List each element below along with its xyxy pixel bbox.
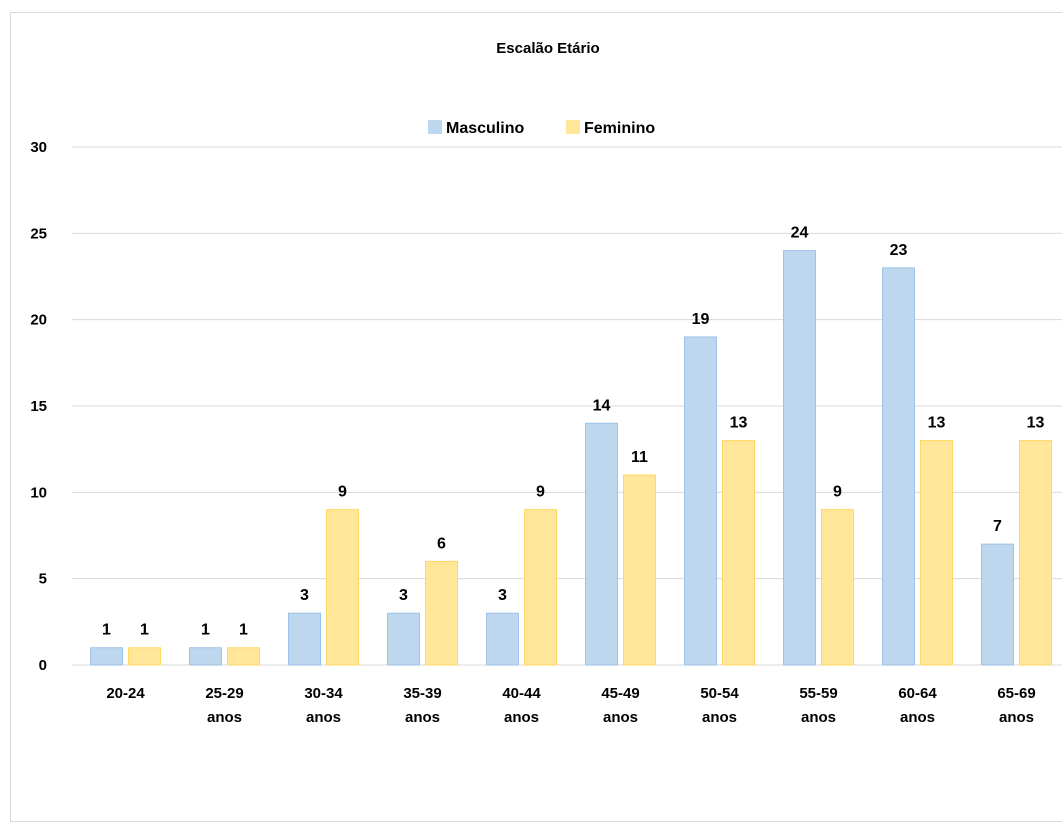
bar-feminino bbox=[722, 440, 755, 666]
data-label: 3 bbox=[498, 587, 507, 604]
bar-feminino bbox=[623, 474, 656, 666]
x-tick-label: 40-44 bbox=[502, 685, 541, 702]
x-tick-label: anos bbox=[207, 709, 242, 726]
data-label: 13 bbox=[1027, 415, 1045, 432]
x-tick-label: anos bbox=[504, 709, 539, 726]
data-label: 1 bbox=[102, 622, 111, 639]
data-label: 1 bbox=[201, 622, 210, 639]
x-tick-label: anos bbox=[306, 709, 341, 726]
x-tick-label: 25-29 bbox=[205, 685, 243, 702]
data-label: 13 bbox=[928, 415, 946, 432]
data-label: 1 bbox=[239, 622, 248, 639]
y-tick-label: 25 bbox=[30, 225, 47, 242]
legend-label-masculino: Masculino bbox=[446, 120, 524, 137]
bar-masculino bbox=[189, 647, 222, 666]
bar-masculino bbox=[783, 250, 816, 666]
legend-swatch-feminino bbox=[566, 120, 580, 134]
chart-title: Escalão Etário bbox=[496, 40, 599, 57]
x-tick-label: 55-59 bbox=[799, 685, 837, 702]
x-tick-label: 65-69 bbox=[997, 685, 1035, 702]
x-tick-label: anos bbox=[405, 709, 440, 726]
y-tick-label: 15 bbox=[30, 398, 47, 415]
x-tick-label: anos bbox=[702, 709, 737, 726]
bar-masculino bbox=[387, 612, 420, 666]
bar-feminino bbox=[1019, 440, 1052, 666]
x-tick-label: anos bbox=[603, 709, 638, 726]
y-tick-label: 0 bbox=[39, 657, 47, 674]
data-label: 19 bbox=[692, 311, 710, 328]
legend: Masculino Feminino bbox=[428, 120, 655, 137]
data-label: 14 bbox=[593, 397, 611, 414]
y-tick-label: 20 bbox=[30, 312, 47, 329]
bar-feminino bbox=[425, 560, 458, 666]
x-tick-label: 35-39 bbox=[403, 685, 441, 702]
data-label: 9 bbox=[536, 484, 545, 501]
bar-masculino bbox=[486, 612, 519, 666]
bar-feminino bbox=[227, 647, 260, 666]
x-tick-label: anos bbox=[999, 709, 1034, 726]
data-label: 24 bbox=[791, 225, 809, 242]
bar-masculino bbox=[288, 612, 321, 666]
data-label: 1 bbox=[140, 622, 149, 639]
data-label: 3 bbox=[300, 587, 309, 604]
x-tick-label: 60-64 bbox=[898, 685, 937, 702]
bar-masculino bbox=[90, 647, 123, 666]
legend-swatch-masculino bbox=[428, 120, 442, 134]
bar-feminino bbox=[326, 509, 359, 666]
bar-masculino bbox=[585, 422, 618, 666]
bar-masculino bbox=[684, 336, 717, 666]
data-label: 11 bbox=[631, 449, 648, 466]
bar-feminino bbox=[821, 509, 854, 666]
bars bbox=[90, 250, 1052, 666]
x-tick-label: 45-49 bbox=[601, 685, 639, 702]
y-axis-ticks: 0 5 10 15 20 25 30 bbox=[30, 139, 47, 674]
data-label: 7 bbox=[993, 518, 1002, 535]
y-tick-label: 5 bbox=[39, 571, 47, 588]
y-tick-label: 10 bbox=[30, 484, 47, 501]
legend-label-feminino: Feminino bbox=[584, 120, 655, 137]
bar-masculino bbox=[882, 267, 915, 666]
data-label: 9 bbox=[338, 484, 347, 501]
y-tick-label: 30 bbox=[30, 139, 47, 156]
data-label: 6 bbox=[437, 535, 446, 552]
x-tick-label: 50-54 bbox=[700, 685, 739, 702]
bar-feminino bbox=[524, 509, 557, 666]
data-label: 9 bbox=[833, 484, 842, 501]
bar-feminino bbox=[920, 440, 953, 666]
x-tick-label: 20-24 bbox=[106, 685, 145, 702]
data-label: 3 bbox=[399, 587, 408, 604]
x-tick-label: 30-34 bbox=[304, 685, 343, 702]
data-label: 23 bbox=[890, 242, 908, 259]
x-tick-label: anos bbox=[801, 709, 836, 726]
bar-feminino bbox=[128, 647, 161, 666]
x-axis-ticks: 20-24 25-29 anos 30-34 anos 35-39 anos 40-44 ano… bbox=[106, 685, 1035, 726]
data-label: 13 bbox=[730, 415, 748, 432]
x-tick-label: anos bbox=[900, 709, 935, 726]
bar-masculino bbox=[981, 543, 1014, 666]
